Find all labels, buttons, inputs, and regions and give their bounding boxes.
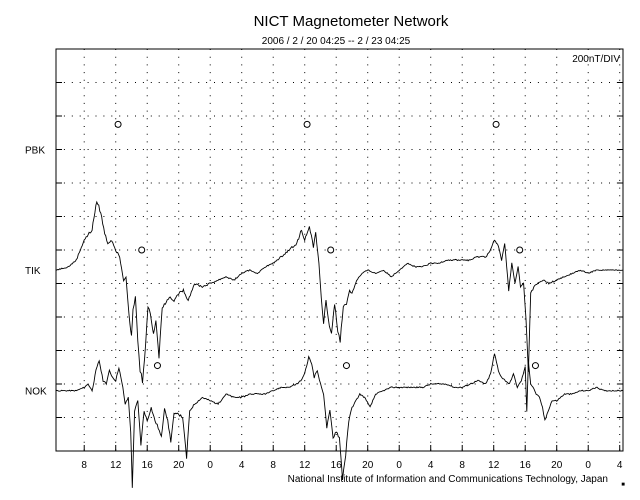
local-noon-marker xyxy=(342,362,350,370)
x-tick-label: 8 xyxy=(270,460,276,471)
x-tick-label: 16 xyxy=(331,460,343,471)
station-traces: PBK TIK NOK xyxy=(25,120,624,488)
x-tick-label: 16 xyxy=(142,460,154,471)
x-tick-label: 12 xyxy=(488,460,500,471)
credit-text: National Institute of Information and Co… xyxy=(288,474,608,485)
x-tick-label: 4 xyxy=(428,460,434,471)
local-noon-marker xyxy=(153,362,161,370)
x-tick-label: 20 xyxy=(173,460,185,471)
x-tick-label: 12 xyxy=(110,460,122,471)
x-tick-label: 12 xyxy=(299,460,311,471)
station-label: PBK xyxy=(25,146,45,157)
x-tick-label: 0 xyxy=(585,460,591,471)
x-tick-label: 20 xyxy=(551,460,563,471)
local-noon-marker xyxy=(531,362,539,370)
chart-subtitle: 2006 / 2 / 20 04:25 -- 2 / 23 04:25 xyxy=(262,36,411,47)
local-noon-marker xyxy=(114,120,122,128)
station-label: TIK xyxy=(25,266,41,277)
x-tick-label: 4 xyxy=(239,460,245,471)
local-noon-marker xyxy=(516,246,524,254)
station-nok: NOK xyxy=(25,353,624,488)
station-label: NOK xyxy=(25,387,47,398)
local-noon-marker xyxy=(138,246,146,254)
scale-label: 200nT/DIV xyxy=(572,54,620,65)
x-tick-label: 20 xyxy=(362,460,374,471)
chart-title: NICT Magnetometer Network xyxy=(254,13,449,30)
x-tick-label: 16 xyxy=(520,460,532,471)
corner-mark: ■ xyxy=(621,482,625,488)
tick-marks xyxy=(56,82,623,451)
x-tick-label: 8 xyxy=(81,460,87,471)
local-noon-marker xyxy=(327,246,335,254)
local-noon-marker xyxy=(492,120,500,128)
x-tick-label: 8 xyxy=(459,460,465,471)
local-noon-marker xyxy=(303,120,311,128)
station-pbk: PBK xyxy=(25,120,500,157)
x-tick-labels: 8 12 16 20 0 4 8 12 16 20 0 4 8 12 16 20 0 4 xyxy=(81,460,623,471)
grid xyxy=(56,49,623,451)
station-tik: TIK xyxy=(25,200,623,384)
x-tick-label: 4 xyxy=(617,460,623,471)
trace-tik xyxy=(55,200,623,384)
trace-nok xyxy=(55,353,624,488)
x-tick-label: 0 xyxy=(396,460,402,471)
x-tick-label: 0 xyxy=(207,460,213,471)
